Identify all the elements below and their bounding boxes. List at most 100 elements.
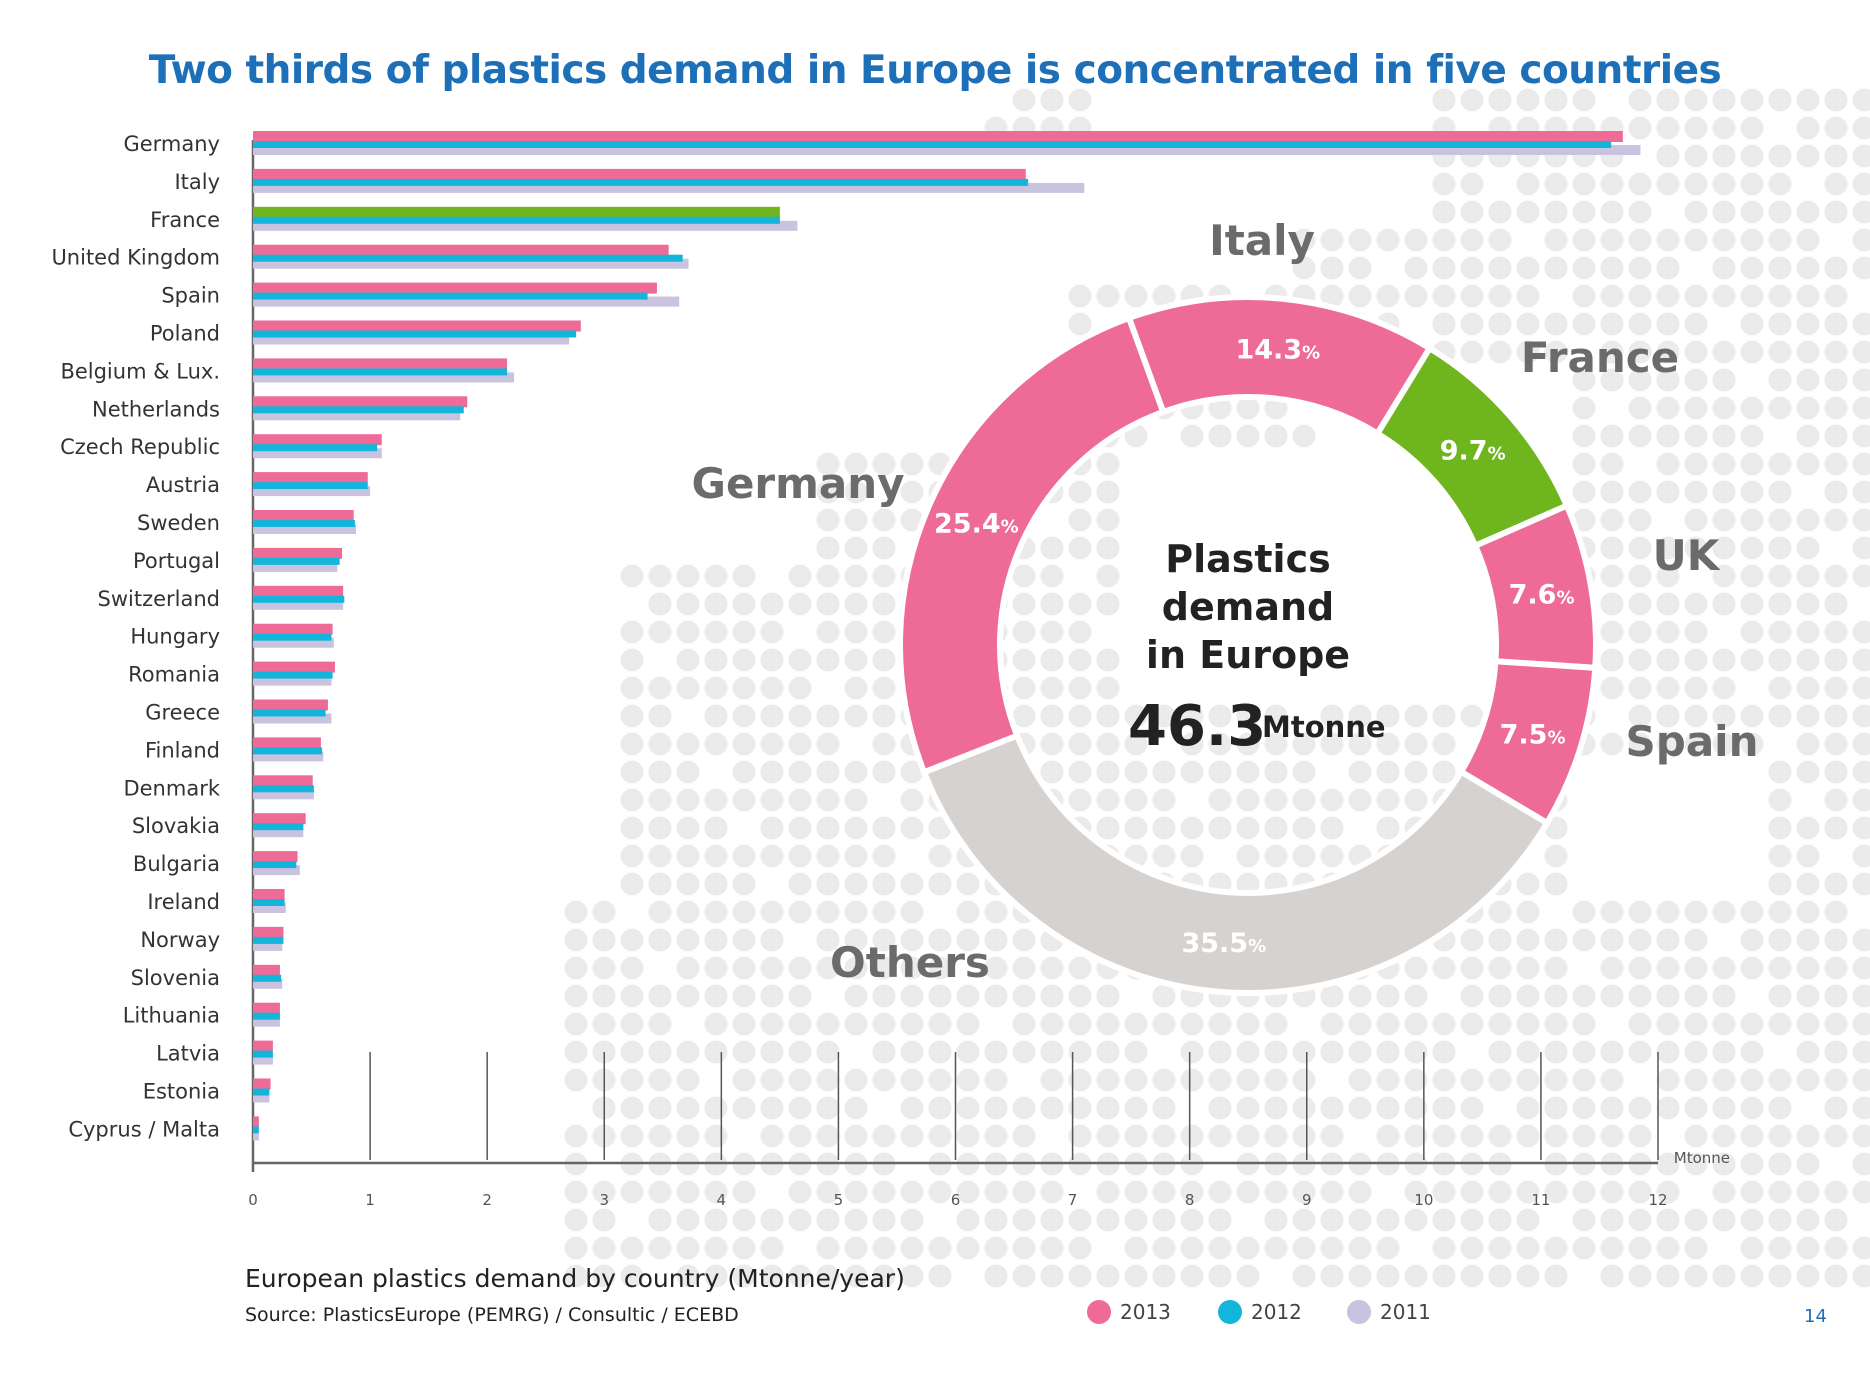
bar-2011 bbox=[253, 789, 314, 800]
x-tick-label: 4 bbox=[717, 1191, 727, 1209]
legend-item-2013: 2013 bbox=[1087, 1300, 1171, 1324]
x-tick-label: 2 bbox=[482, 1191, 492, 1209]
bar-2011 bbox=[253, 220, 798, 231]
bar-2013 bbox=[253, 851, 298, 863]
bar-2013 bbox=[253, 1002, 280, 1014]
x-tick-label: 9 bbox=[1302, 1191, 1312, 1209]
bar-2013 bbox=[253, 168, 1026, 180]
slice-label-spain: Spain bbox=[1626, 717, 1759, 766]
bar-2011 bbox=[253, 751, 324, 762]
slice-label-others: Others bbox=[830, 938, 990, 987]
bar-2013 bbox=[253, 699, 328, 711]
bar-2011 bbox=[253, 1016, 280, 1027]
category-label: Czech Republic bbox=[60, 435, 220, 459]
bar-2011 bbox=[253, 903, 286, 913]
legend-swatch-2011 bbox=[1347, 1300, 1371, 1324]
category-label: Bulgaria bbox=[133, 852, 220, 876]
legend-swatch-2013 bbox=[1087, 1300, 1111, 1324]
slice-label-italy: Italy bbox=[1209, 216, 1315, 265]
legend-item-2012: 2012 bbox=[1218, 1300, 1302, 1324]
category-label: Switzerland bbox=[98, 587, 221, 611]
bar-2013 bbox=[253, 510, 354, 521]
bar-2013 bbox=[253, 775, 313, 787]
bar-2012 bbox=[253, 557, 340, 565]
x-tick-label: 3 bbox=[599, 1191, 609, 1209]
bar-2013 bbox=[253, 131, 1623, 142]
category-label: Portugal bbox=[133, 549, 220, 573]
category-label: Hungary bbox=[130, 625, 220, 649]
x-tick-label: 5 bbox=[834, 1191, 844, 1209]
bar-2012 bbox=[253, 823, 304, 831]
bar-2012 bbox=[253, 1012, 280, 1020]
category-label: Sweden bbox=[137, 511, 220, 535]
slice-pct-sign: % bbox=[1547, 727, 1565, 748]
category-label: Italy bbox=[174, 170, 220, 194]
category-label: Slovakia bbox=[132, 814, 220, 838]
slice-value-germany: 25.4% bbox=[934, 508, 1019, 539]
category-label: Ireland bbox=[147, 890, 220, 914]
bar-2011 bbox=[253, 940, 283, 951]
bar-2011 bbox=[253, 372, 515, 383]
slice-label-germany: Germany bbox=[691, 459, 904, 508]
category-label: France bbox=[150, 208, 220, 232]
bar-2011 bbox=[253, 524, 357, 534]
bar-2012 bbox=[253, 292, 648, 300]
legend-label-2013: 2013 bbox=[1120, 1300, 1171, 1324]
bar-2011 bbox=[253, 258, 689, 269]
bar-chart: 0 1 2 3 4 5 6 7 8 9 10 11 12MtonneGermanyItalyFrance… bbox=[51, 131, 1730, 1209]
chart-caption: European plastics demand by country (Mto… bbox=[245, 1264, 905, 1293]
bar-2011 bbox=[253, 334, 570, 345]
bar-2012 bbox=[253, 1126, 259, 1134]
bar-2012 bbox=[253, 899, 285, 906]
bar-2011 bbox=[253, 599, 344, 610]
bar-2011 bbox=[253, 713, 332, 724]
bar-2012 bbox=[253, 216, 780, 224]
bar-2011 bbox=[253, 1092, 270, 1103]
x-tick-label: 1 bbox=[365, 1191, 375, 1209]
category-label: Poland bbox=[150, 322, 220, 346]
bar-2011 bbox=[253, 448, 382, 459]
bar-2013 bbox=[253, 320, 581, 332]
category-label: United Kingdom bbox=[51, 246, 220, 270]
category-label: Cyprus / Malta bbox=[68, 1117, 220, 1141]
bar-2013 bbox=[253, 737, 321, 749]
slice-label-france: France bbox=[1521, 333, 1679, 382]
bar-2012 bbox=[253, 785, 314, 793]
bar-2013 bbox=[253, 547, 342, 559]
category-label: Netherlands bbox=[92, 397, 220, 421]
bar-2011 bbox=[253, 978, 283, 989]
bar-2012 bbox=[253, 330, 577, 338]
bar-2012 bbox=[253, 1050, 273, 1058]
category-label: Slovenia bbox=[131, 966, 220, 990]
category-label: Belgium & Lux. bbox=[60, 359, 220, 383]
bar-2013 bbox=[253, 396, 468, 408]
legend-label-2012: 2012 bbox=[1251, 1300, 1302, 1324]
x-tick-label: 12 bbox=[1648, 1191, 1667, 1209]
slice-pct-sign: % bbox=[1302, 342, 1320, 363]
bar-2013 bbox=[253, 1116, 259, 1128]
bar-2013 bbox=[253, 1040, 273, 1052]
bar-2012 bbox=[253, 747, 323, 755]
bar-2011 bbox=[253, 675, 332, 686]
bar-2012 bbox=[253, 671, 333, 679]
category-label: Norway bbox=[140, 928, 220, 952]
source-note: Source: PlasticsEurope (PEMRG) / Consult… bbox=[245, 1304, 739, 1326]
bar-2011 bbox=[253, 182, 1085, 193]
x-tick-label: 7 bbox=[1068, 1191, 1078, 1209]
bar-2012 bbox=[253, 1088, 270, 1096]
bar-2012 bbox=[253, 141, 1612, 148]
bar-2013 bbox=[253, 282, 657, 294]
bar-2013 bbox=[253, 434, 382, 446]
bar-2013 bbox=[253, 1078, 271, 1090]
x-axis-unit: Mtonne bbox=[1674, 1149, 1730, 1167]
bar-2012 bbox=[253, 709, 326, 717]
category-label: Lithuania bbox=[123, 1004, 220, 1028]
category-label: Greece bbox=[145, 701, 220, 725]
category-label: Estonia bbox=[143, 1080, 220, 1104]
donut-center-line: Plastics bbox=[1165, 537, 1330, 581]
bar-2011 bbox=[253, 637, 334, 648]
bar-2013 bbox=[253, 244, 669, 256]
bar-2013 bbox=[253, 358, 508, 370]
bar-2013 bbox=[253, 964, 280, 976]
legend-item-2011: 2011 bbox=[1347, 1300, 1431, 1324]
